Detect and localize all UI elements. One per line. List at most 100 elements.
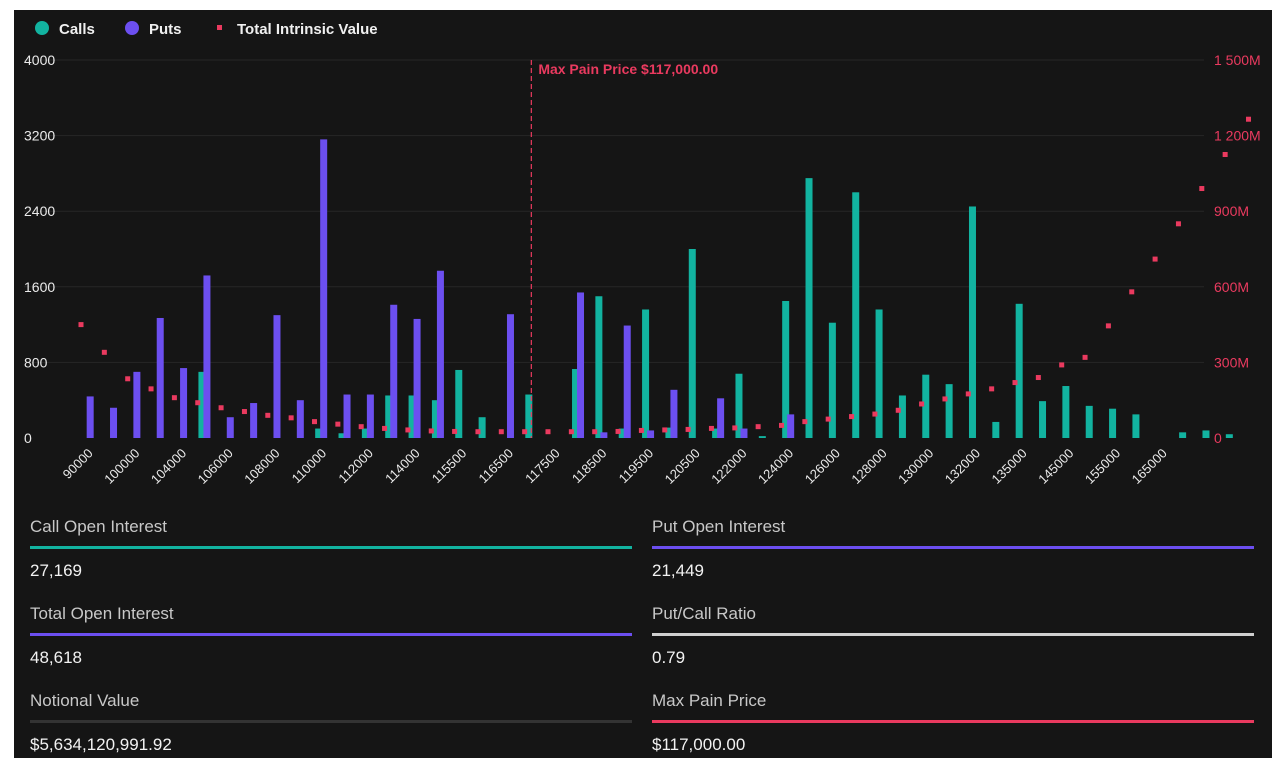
x-tick-label: 155000 bbox=[1082, 446, 1123, 487]
x-tick-label: 118500 bbox=[569, 446, 610, 487]
intrinsic-value-point bbox=[218, 405, 224, 411]
intrinsic-value-point bbox=[1222, 152, 1228, 157]
call-bar bbox=[572, 369, 580, 438]
intrinsic-value-point bbox=[965, 391, 971, 397]
stat-label: Call Open Interest bbox=[30, 517, 168, 536]
call-bar bbox=[361, 428, 369, 438]
put-bar bbox=[413, 318, 421, 438]
x-tick-label: 128000 bbox=[848, 446, 889, 487]
stat-underline bbox=[30, 633, 632, 636]
intrinsic-value-point bbox=[1129, 289, 1135, 295]
intrinsic-value-point bbox=[522, 429, 528, 435]
intrinsic-value-point bbox=[101, 349, 107, 355]
intrinsic-value-point bbox=[498, 429, 504, 435]
x-tick-label: 116500 bbox=[475, 446, 516, 487]
call-bar bbox=[968, 206, 976, 438]
chart-panel: Calls Puts Total Intrinsic Value 0 800 1600 2… bbox=[14, 10, 1272, 758]
intrinsic-value-point bbox=[989, 386, 995, 392]
call-bar bbox=[1179, 432, 1187, 438]
legend-swatch-intrinsic-value bbox=[217, 25, 222, 30]
x-tick-label: 119500 bbox=[616, 446, 657, 487]
call-bar bbox=[735, 373, 743, 438]
put-bar bbox=[740, 428, 748, 438]
intrinsic-value-point bbox=[452, 428, 458, 434]
call-bar bbox=[1039, 401, 1047, 438]
put-bar bbox=[436, 270, 444, 438]
intrinsic-value-point bbox=[662, 427, 668, 433]
call-bar bbox=[478, 417, 486, 438]
call-bar bbox=[1202, 430, 1210, 438]
stat-underline bbox=[652, 546, 1254, 549]
intrinsic-value-point bbox=[171, 395, 177, 401]
total-open-interest-stat: Total Open Interest 48,618 bbox=[30, 604, 632, 668]
call-bar bbox=[852, 192, 860, 438]
intrinsic-value-point bbox=[1246, 116, 1251, 122]
x-tick-label: 104000 bbox=[148, 446, 189, 487]
stat-underline bbox=[30, 720, 632, 723]
intrinsic-value-point bbox=[872, 411, 878, 417]
call-bar bbox=[338, 433, 346, 438]
call-bar bbox=[1225, 434, 1233, 438]
stat-value: 21,449 bbox=[652, 561, 704, 580]
stat-value: $117,000.00 bbox=[652, 735, 746, 754]
intrinsic-value-point bbox=[1175, 221, 1181, 227]
open-interest-chart: Calls Puts Total Intrinsic Value 0 800 1600 2… bbox=[24, 21, 1261, 487]
call-bar bbox=[408, 395, 416, 438]
intrinsic-value-point bbox=[1059, 362, 1065, 368]
intrinsic-value-point bbox=[615, 428, 621, 434]
y-left-tick-label: 2400 bbox=[24, 203, 55, 219]
call-open-interest-stat: Call Open Interest 27,169 bbox=[30, 517, 632, 581]
legend-label: Calls bbox=[59, 21, 95, 38]
stat-label: Max Pain Price bbox=[652, 691, 767, 710]
y-right-tick-label: 300M bbox=[1214, 354, 1249, 370]
intrinsic-value-point bbox=[825, 416, 831, 422]
y-left-tick-label: 800 bbox=[24, 354, 48, 370]
put-bar bbox=[296, 400, 304, 438]
call-bar bbox=[712, 428, 720, 438]
notional-value-stat: Notional Value $5,634,120,991.92 bbox=[30, 691, 632, 755]
call-bar bbox=[1062, 386, 1070, 438]
call-bar bbox=[642, 309, 650, 438]
put-bar bbox=[343, 394, 351, 438]
put-bar bbox=[250, 403, 258, 438]
call-bar bbox=[898, 395, 906, 438]
intrinsic-value-point bbox=[148, 386, 154, 392]
call-bar bbox=[805, 178, 813, 438]
call-bar bbox=[828, 322, 836, 438]
x-tick-label: 90000 bbox=[60, 446, 96, 482]
stat-value: $5,634,120,991.92 bbox=[30, 735, 172, 754]
intrinsic-value-point bbox=[1105, 323, 1111, 329]
stat-label: Total Open Interest bbox=[30, 604, 174, 623]
intrinsic-value-point bbox=[428, 428, 434, 434]
put-bar bbox=[787, 414, 795, 438]
intrinsic-value-point bbox=[288, 415, 294, 421]
stat-value: 27,169 bbox=[30, 561, 82, 580]
y-right-tick-label: 1 500M bbox=[1214, 52, 1261, 68]
y-left-tick-label: 3200 bbox=[24, 128, 55, 144]
intrinsic-value-point bbox=[779, 422, 784, 428]
call-bar bbox=[875, 309, 883, 438]
y-axis-left: 0 800 1600 2400 3200 4000 bbox=[24, 52, 55, 446]
y-left-tick-label: 4000 bbox=[24, 52, 55, 68]
intrinsic-value-point bbox=[1152, 256, 1158, 262]
y-right-tick-label: 0 bbox=[1214, 430, 1222, 446]
x-axis: 90000 100000 104000 106000 108000 110000 11200… bbox=[60, 446, 1170, 487]
put-bar bbox=[226, 417, 234, 438]
y-left-tick-label: 0 bbox=[24, 430, 32, 446]
intrinsic-value-point bbox=[802, 419, 808, 425]
put-bar bbox=[390, 304, 398, 438]
put-bar bbox=[86, 396, 94, 438]
intrinsic-value-series bbox=[78, 116, 1251, 435]
call-bar bbox=[992, 421, 1000, 438]
put-bar bbox=[133, 371, 141, 438]
intrinsic-value-point bbox=[335, 421, 341, 427]
legend-label: Total Intrinsic Value bbox=[237, 21, 378, 38]
legend-label: Puts bbox=[149, 21, 182, 38]
put-bar bbox=[670, 389, 678, 438]
x-tick-label: 110000 bbox=[289, 446, 330, 487]
put-bar bbox=[717, 398, 725, 438]
y-right-tick-label: 900M bbox=[1214, 203, 1249, 219]
intrinsic-value-point bbox=[125, 376, 131, 382]
call-bar bbox=[595, 296, 603, 438]
x-tick-label: 124000 bbox=[755, 446, 796, 487]
